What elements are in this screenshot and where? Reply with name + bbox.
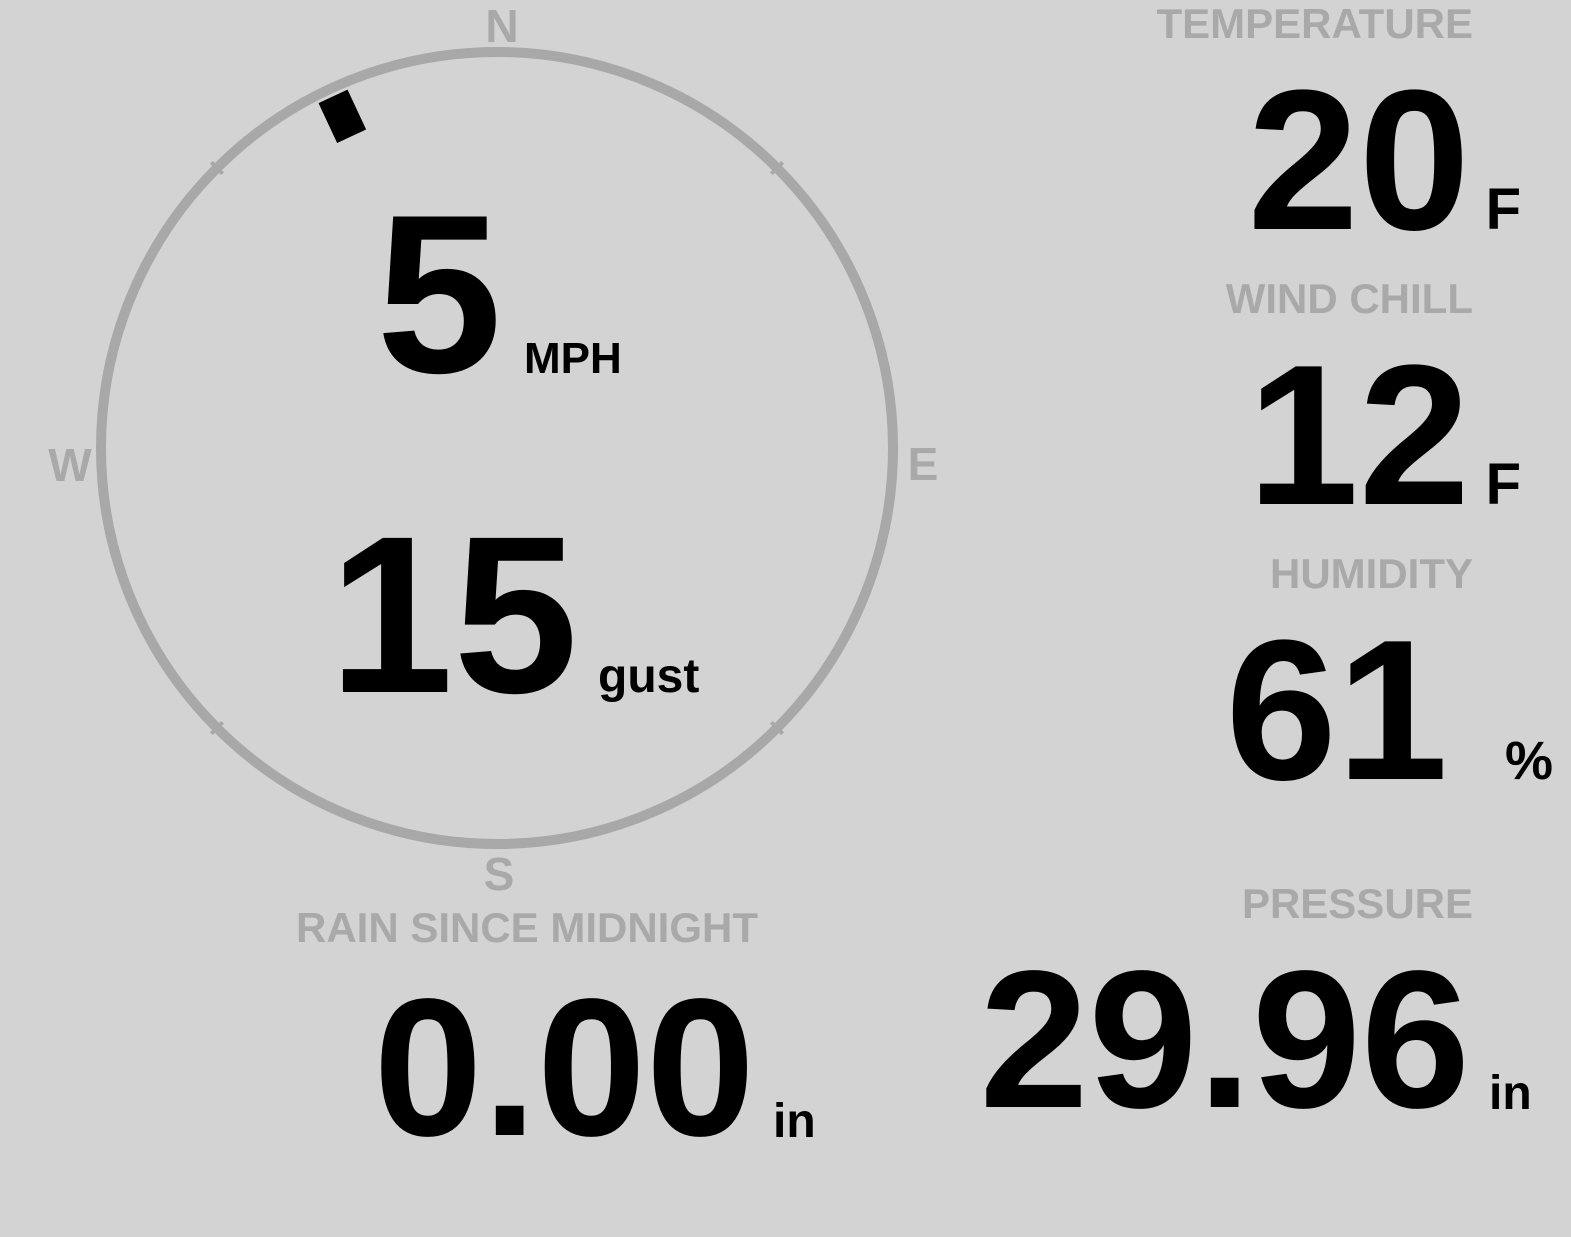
compass-tick xyxy=(209,720,225,736)
pressure-value: 29.96 xyxy=(980,930,1470,1149)
wind-chill-label: WIND CHILL xyxy=(1226,275,1473,322)
humidity-panel: HUMIDITY 61 % xyxy=(1226,550,1553,822)
pressure-label: PRESSURE xyxy=(1242,880,1473,927)
humidity-label: HUMIDITY xyxy=(1270,550,1473,597)
rain-value: 0.00 xyxy=(374,958,755,1177)
temperature-label: TEMPERATURE xyxy=(1156,0,1473,47)
temperature-panel: TEMPERATURE 20 F xyxy=(1156,0,1521,272)
wind-gust-value: 15 xyxy=(329,490,578,740)
compass-ring xyxy=(96,47,898,849)
wind-chill-value: 12 xyxy=(1248,324,1470,547)
cardinal-e: E xyxy=(908,438,939,490)
pressure-panel: PRESSURE 29.96 in xyxy=(980,880,1532,1149)
humidity-value: 61 xyxy=(1226,599,1448,822)
compass-tick xyxy=(769,720,785,736)
compass-ticks xyxy=(209,160,785,736)
compass-tick xyxy=(209,160,225,176)
cardinal-n: N xyxy=(485,0,518,52)
rain-panel: RAIN SINCE MIDNIGHT 0.00 in xyxy=(296,904,816,1177)
wind-speed-value: 5 xyxy=(376,167,502,420)
wind-compass: N E S W 5 MPH 15 gust xyxy=(48,0,938,900)
wind-gust-label: gust xyxy=(598,650,699,703)
cardinal-s: S xyxy=(484,848,515,900)
wind-speed-unit: MPH xyxy=(524,334,622,383)
rain-label: RAIN SINCE MIDNIGHT xyxy=(296,904,758,951)
rain-unit: in xyxy=(773,1095,816,1148)
wind-chill-panel: WIND CHILL 12 F xyxy=(1226,275,1521,547)
cardinal-w: W xyxy=(48,439,92,491)
temperature-unit: F xyxy=(1486,177,1521,242)
humidity-unit: % xyxy=(1505,731,1553,791)
compass-tick xyxy=(769,160,785,176)
temperature-value: 20 xyxy=(1248,49,1470,272)
pressure-unit: in xyxy=(1489,1067,1532,1120)
wind-direction-marker xyxy=(318,89,367,143)
wind-chill-unit: F xyxy=(1486,452,1521,517)
